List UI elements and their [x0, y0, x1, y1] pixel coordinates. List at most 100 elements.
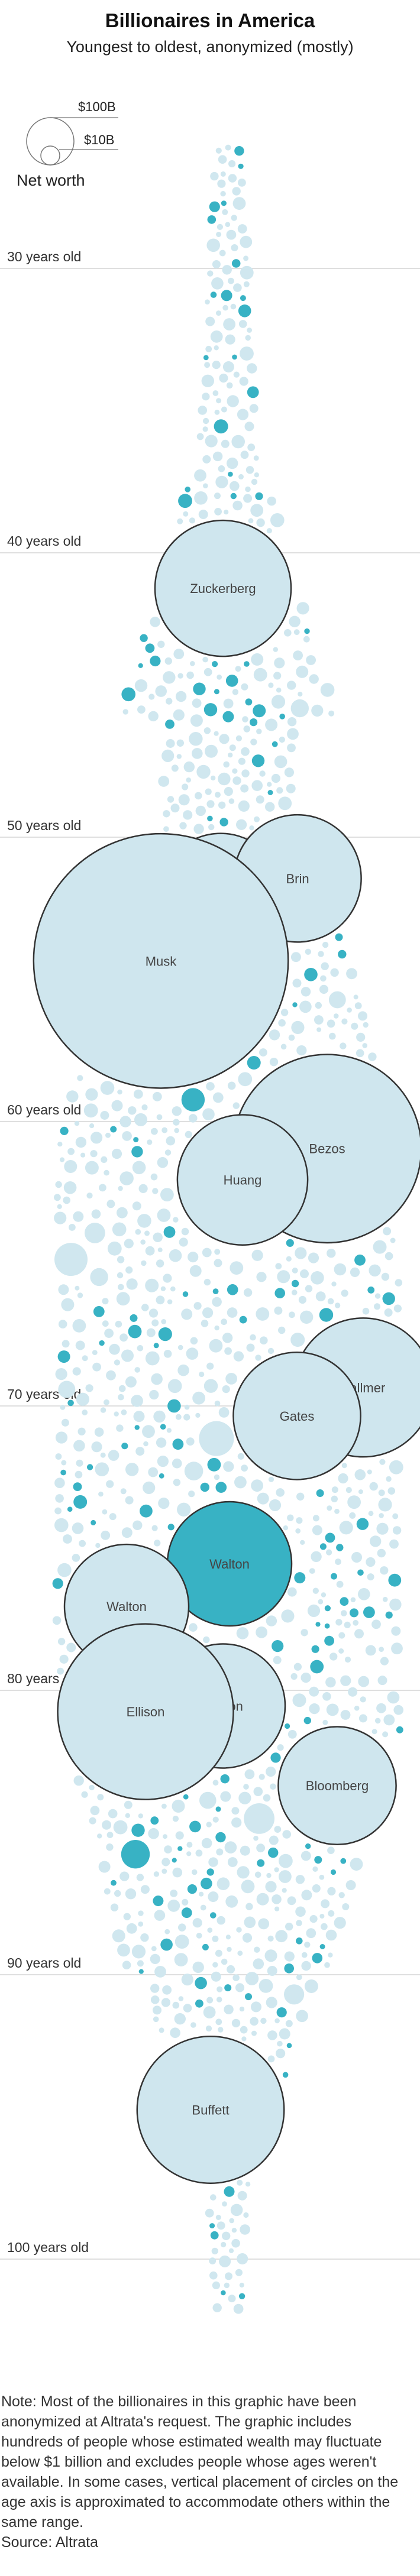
anonymous-bubble	[212, 260, 221, 268]
named-bubble-circle	[33, 832, 289, 1089]
anonymous-bubble	[232, 1102, 240, 1109]
anonymous-bubble	[54, 1243, 88, 1276]
anonymous-bubble	[267, 1347, 274, 1355]
anonymous-bubble	[216, 232, 222, 237]
legend-title: Net worth	[17, 171, 85, 189]
anonymous-bubble	[73, 1495, 88, 1509]
anonymous-bubble	[324, 1962, 330, 1968]
anonymous-bubble	[117, 1943, 130, 1957]
anonymous-bubble	[214, 508, 222, 516]
anonymous-bubble	[385, 1252, 393, 1261]
anonymous-bubble	[211, 1971, 221, 1982]
anonymous-bubble	[383, 1714, 395, 1726]
anonymous-bubble	[122, 709, 128, 715]
anonymous-bubble	[315, 1002, 322, 1009]
anonymous-bubble	[55, 1181, 62, 1188]
anonymous-bubble	[251, 1249, 263, 1261]
anonymous-bubble	[310, 1660, 324, 1674]
anonymous-bubble	[232, 354, 237, 360]
anonymous-bubble	[276, 2049, 286, 2059]
anonymous-bubble	[284, 1984, 305, 2005]
anonymous-bubble	[238, 1072, 253, 1087]
anonymous-bubble	[386, 1476, 392, 1482]
anonymous-bubble	[237, 2253, 248, 2264]
anonymous-bubble	[150, 1984, 160, 1993]
anonymous-bubble	[289, 615, 301, 628]
named-bubble-label: Bloomberg	[306, 1778, 369, 1793]
anonymous-bubble	[274, 1306, 283, 1315]
anonymous-bubble	[225, 222, 231, 228]
anonymous-bubble	[271, 695, 286, 709]
anonymous-bubble	[205, 299, 210, 304]
anonymous-bubble	[206, 1082, 215, 1091]
anonymous-bubble	[153, 2016, 159, 2023]
anonymous-bubble	[133, 1137, 139, 1143]
anonymous-bubble	[125, 1266, 133, 1274]
anonymous-bubble	[82, 1409, 88, 1415]
anonymous-bubble	[207, 1457, 221, 1472]
anonymous-bubble	[212, 1962, 218, 1968]
anonymous-bubble	[183, 2004, 192, 2013]
anonymous-bubble	[254, 1946, 260, 1953]
anonymous-bubble	[354, 1254, 366, 1266]
anonymous-bubble	[186, 1842, 193, 1848]
anonymous-bubble	[209, 2257, 217, 2265]
anonymous-bubble	[167, 1299, 173, 1305]
anonymous-bubble	[312, 1587, 319, 1594]
anonymous-bubble	[392, 1526, 402, 1535]
anonymous-bubble	[350, 1597, 356, 1603]
named-bubble-label: Brin	[286, 871, 309, 886]
anonymous-bubble	[158, 1327, 172, 1342]
anonymous-bubble	[246, 1343, 255, 1352]
anonymous-bubble	[67, 1506, 73, 1512]
anonymous-bubble	[173, 1217, 179, 1223]
anonymous-bubble	[172, 1816, 179, 1822]
tick-label-30: 30 years old	[7, 249, 81, 264]
anonymous-bubble	[209, 2271, 218, 2280]
anonymous-bubble	[138, 1922, 144, 1927]
anonymous-bubble	[75, 1136, 87, 1148]
anonymous-bubble	[187, 1884, 197, 1894]
anonymous-bubble	[216, 1848, 224, 1856]
anonymous-bubble	[221, 439, 230, 448]
anonymous-bubble	[163, 826, 169, 832]
anonymous-bubble	[125, 1496, 134, 1505]
named-bubble-label: Walton	[106, 1599, 147, 1614]
anonymous-bubble	[272, 1894, 282, 1904]
anonymous-bubble	[311, 1271, 324, 1285]
anonymous-bubble	[151, 1525, 158, 1531]
anonymous-bubble	[242, 1933, 253, 1943]
anonymous-bubble	[224, 510, 229, 515]
anonymous-bubble	[251, 478, 258, 485]
anonymous-bubble	[221, 1958, 228, 1965]
anonymous-bubble	[240, 784, 249, 793]
anonymous-bubble	[285, 2020, 293, 2027]
anonymous-bubble	[156, 1295, 165, 1305]
anonymous-bubble	[256, 1307, 270, 1321]
anonymous-bubble	[225, 334, 235, 345]
anonymous-bubble	[286, 1256, 292, 1262]
anonymous-bubble	[292, 1002, 298, 1007]
anonymous-bubble	[347, 1495, 361, 1509]
anonymous-bubble	[311, 1645, 319, 1653]
anonymous-bubble	[157, 1456, 169, 1467]
anonymous-bubble	[309, 1568, 315, 1574]
anonymous-bubble	[210, 291, 217, 298]
anonymous-bubble	[153, 1871, 160, 1877]
anonymous-bubble	[157, 640, 165, 649]
anonymous-bubble	[189, 1265, 202, 1277]
anonymous-bubble	[102, 1320, 109, 1327]
anonymous-bubble	[241, 1464, 248, 1472]
anonymous-bubble	[232, 187, 241, 196]
anonymous-bubble	[131, 1146, 143, 1158]
anonymous-bubble	[309, 1686, 319, 1697]
anonymous-bubble	[55, 1494, 64, 1503]
anonymous-bubble	[250, 738, 257, 746]
anonymous-bubble	[305, 1285, 313, 1292]
anonymous-bubble	[231, 2238, 240, 2248]
anonymous-bubble	[203, 2006, 216, 2018]
anonymous-bubble	[205, 435, 218, 448]
anonymous-bubble	[242, 716, 248, 722]
anonymous-bubble	[296, 1492, 305, 1501]
anonymous-bubble	[223, 318, 235, 330]
